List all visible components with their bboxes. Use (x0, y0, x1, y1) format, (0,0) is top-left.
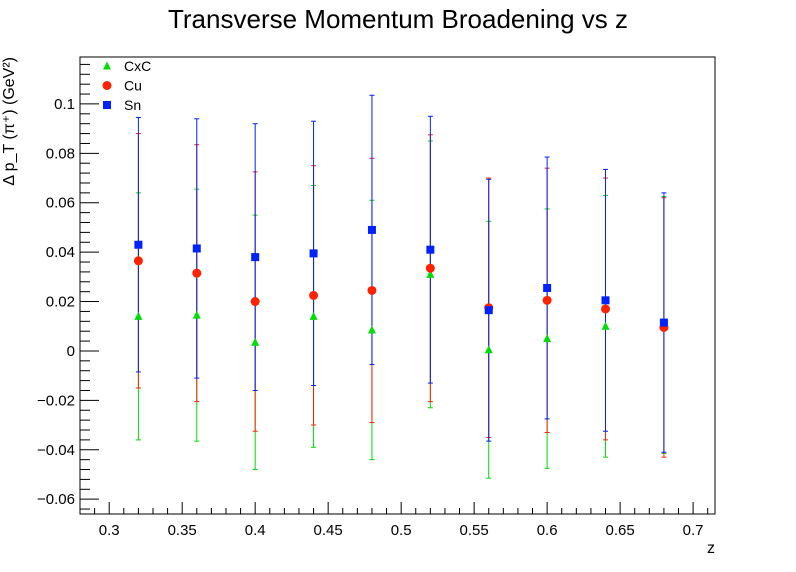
legend-label-sn: Sn (124, 97, 141, 113)
data-point-cxc (601, 321, 610, 330)
y-axis-label: Δ p_T (π⁺) (GeV²) (1, 57, 18, 186)
legend-label-cu: Cu (124, 78, 142, 94)
data-point-sn (543, 283, 552, 292)
data-point-cu (542, 295, 552, 305)
chart-title: Transverse Momentum Broadening vs z (167, 4, 628, 34)
data-point-cxc (309, 311, 318, 320)
y-tick-label: 0.02 (46, 294, 75, 311)
y-tick-label: −0.04 (37, 442, 75, 459)
data-point-cu (425, 263, 435, 273)
data-point-cxc (134, 311, 143, 320)
x-tick-label: 0.55 (460, 522, 489, 539)
data-point-cu (133, 256, 143, 266)
x-tick-label: 0.7 (683, 522, 704, 539)
data-point-cxc (192, 310, 201, 319)
data-point-sn (601, 296, 610, 305)
legend-marker-cu (102, 81, 112, 90)
x-tick-label: 0.45 (314, 522, 343, 539)
y-tick-label: 0.08 (46, 145, 75, 162)
legend-marker-sn (103, 101, 111, 109)
plot-border (79, 56, 716, 515)
x-tick-label: 0.4 (245, 522, 266, 539)
y-tick-label: −0.06 (37, 491, 75, 508)
x-tick-label: 0.6 (537, 522, 558, 539)
y-tick-label: 0.1 (54, 96, 75, 113)
data-point-cu (250, 297, 260, 307)
x-tick-label: 0.5 (391, 522, 412, 539)
data-point-sn (251, 253, 260, 262)
data-series (133, 94, 669, 479)
data-point-sn (134, 240, 143, 249)
data-point-cxc (367, 325, 376, 334)
data-point-cxc (543, 334, 552, 343)
data-point-cu (309, 290, 319, 300)
legend: CxC Cu Sn (102, 58, 151, 113)
y-tick-label: 0 (67, 343, 75, 360)
x-tick-label: 0.3 (99, 522, 120, 539)
legend-marker-cxc (103, 61, 111, 70)
data-point-cxc (484, 345, 493, 354)
data-point-cu (601, 304, 611, 314)
data-point-sn (484, 306, 493, 315)
data-point-sn (426, 245, 435, 254)
x-axis-label: z (707, 540, 715, 557)
data-point-cu (192, 268, 202, 278)
y-tick-label: −0.02 (37, 392, 75, 409)
axis-ticks: 0.3 0.35 0.4 0.45 0.5 0.55 0.6 0.65 0.7 −0.06 −0.0… (37, 63, 709, 539)
x-tick-label: 0.65 (606, 522, 635, 539)
data-point-sn (309, 249, 318, 258)
x-tick-label: 0.35 (168, 522, 197, 539)
data-point-cxc (251, 337, 260, 346)
data-point-sn (367, 225, 376, 234)
data-point-cxc (426, 269, 435, 278)
y-tick-label: 0.04 (46, 244, 75, 261)
data-point-cu (367, 285, 377, 295)
data-point-sn (659, 318, 668, 327)
data-point-sn (192, 244, 201, 253)
plot-frame (79, 56, 716, 515)
y-tick-label: 0.06 (46, 195, 75, 212)
legend-label-cxc: CxC (124, 58, 151, 74)
